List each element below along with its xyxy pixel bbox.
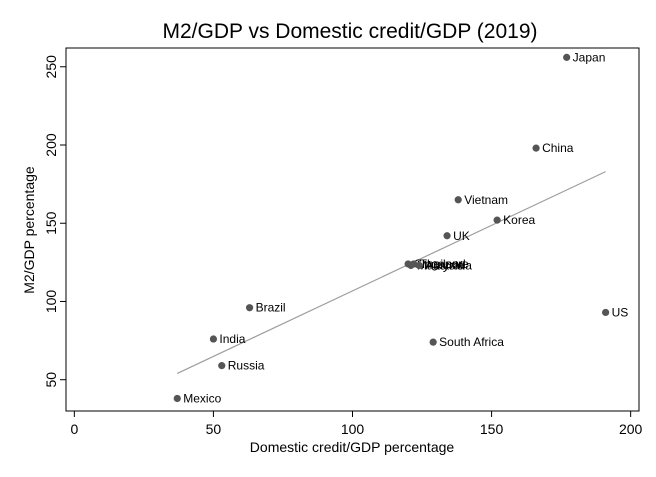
data-point (410, 260, 418, 268)
point-label: Singapore (414, 257, 469, 271)
data-point (209, 335, 218, 343)
data-point (532, 144, 540, 152)
point-label: Japan (573, 50, 606, 64)
y-tick-label: 150 (43, 211, 59, 235)
data-point (563, 53, 571, 61)
data-point (245, 304, 254, 312)
point-label: Mexico (183, 391, 221, 405)
x-tick-label: 0 (70, 421, 78, 437)
point-label: Thailand (420, 257, 466, 271)
data-point (493, 216, 501, 224)
point-label: US (612, 305, 629, 319)
point-label: Vietnam (464, 193, 508, 207)
y-tick-label: 250 (43, 55, 59, 79)
point-label: India (219, 332, 245, 346)
plot-frame (65, 47, 640, 412)
y-tick-label: 100 (43, 290, 59, 314)
x-tick-label: 150 (480, 421, 504, 437)
chart-title: M2/GDP vs Domestic credit/GDP (2019) (162, 20, 537, 43)
data-point (429, 338, 437, 346)
data-point (173, 394, 181, 403)
data-points: Japan China Vietnam Korea UK SingaporeMalaysi… (173, 50, 629, 405)
fit-line (177, 171, 606, 374)
y-tick-label: 50 (43, 372, 59, 388)
x-axis-label: Domestic credit/GDP percentage (250, 439, 455, 455)
data-point (454, 196, 462, 204)
point-label: Korea (503, 213, 535, 227)
point-label: Russia (228, 359, 265, 373)
data-point (218, 362, 226, 370)
data-point (443, 232, 451, 240)
point-label: South Africa (439, 335, 504, 349)
y-axis: 50 100 150 200 250 (43, 55, 66, 388)
y-tick-label: 200 (43, 133, 59, 157)
data-point (602, 308, 610, 317)
data-point (415, 261, 423, 270)
point-label: Brazil (256, 301, 286, 315)
x-tick-label: 100 (341, 421, 365, 437)
point-label: China (542, 141, 574, 155)
point-label: UK (453, 229, 470, 243)
x-axis: 0 50 100 150 200 (70, 411, 643, 437)
x-tick-label: 200 (619, 421, 643, 437)
point-label: Malaysia (417, 258, 465, 272)
x-tick-label: 50 (206, 421, 222, 437)
point-label: Australia (425, 258, 472, 272)
y-axis-label: M2/GDP percentage (21, 166, 37, 294)
